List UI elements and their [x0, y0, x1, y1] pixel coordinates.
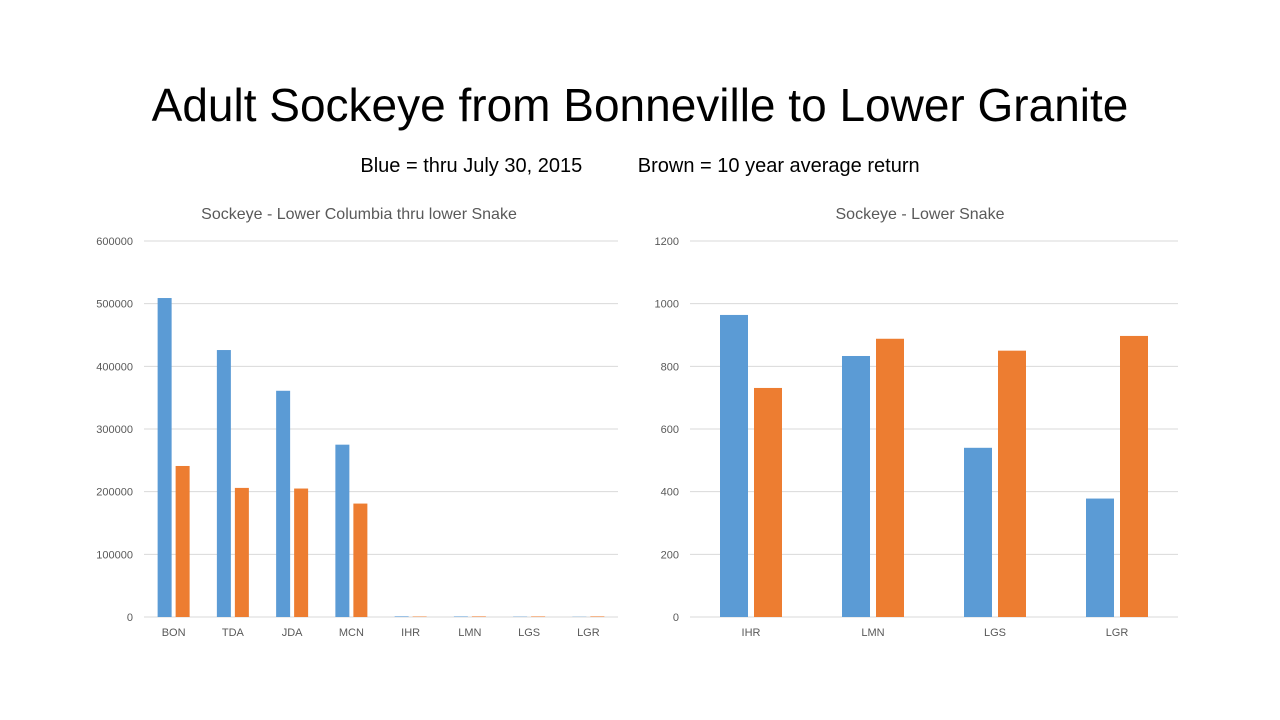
y-tick-label: 0 [673, 612, 679, 624]
y-tick-label: 100000 [96, 549, 133, 561]
x-tick-label: LGS [984, 627, 1006, 639]
y-tick-label: 300000 [96, 424, 133, 436]
bar-lgr-series-1 [1086, 498, 1114, 617]
bar-lgs-series-2 [531, 616, 546, 617]
x-tick-label: LGS [518, 627, 540, 639]
x-tick-label: LGR [577, 627, 600, 639]
y-tick-label: 200 [661, 549, 679, 561]
slide-title: Adult Sockeye from Bonneville to Lower G… [151, 79, 1129, 131]
bar-mcn-series-1 [335, 444, 350, 617]
bar-tda-series-2 [234, 487, 249, 617]
y-tick-label: 600000 [96, 236, 133, 248]
x-tick-label: IHR [742, 627, 761, 639]
chart-lower-snake: Sockeye - Lower Snake 0 200 400 600 800 1000 12… [655, 206, 1178, 639]
y-tick-label: 200000 [96, 487, 133, 499]
bar-bon-series-2 [175, 465, 190, 617]
x-tick-label: TDA [222, 627, 245, 639]
bar-lgs-series-2 [998, 350, 1026, 617]
bar-jda-series-1 [276, 390, 291, 617]
y-tick-label: 1200 [655, 236, 679, 248]
bar-lmn-series-2 [471, 616, 486, 617]
bar-ihr-series-1 [720, 314, 748, 617]
bar-lmn-series-2 [876, 338, 904, 617]
y-tick-label: 800 [661, 361, 679, 373]
bar-lgr-series-2 [1120, 335, 1148, 617]
bar-lmn-series-1 [842, 355, 870, 617]
y-tick-label: 1000 [655, 299, 679, 311]
bar-jda-series-2 [294, 488, 309, 617]
y-tick-label: 400000 [96, 361, 133, 373]
y-tick-label: 600 [661, 424, 679, 436]
bar-ihr-series-2 [754, 387, 782, 617]
chart-title: Sockeye - Lower Snake [836, 206, 1005, 223]
x-tick-label: IHR [401, 627, 420, 639]
bar-mcn-series-2 [353, 503, 368, 617]
x-tick-label: JDA [282, 627, 303, 639]
chart-lower-columbia: Sockeye - Lower Columbia thru lower Snak… [96, 206, 618, 639]
bar-lgr-series-2 [590, 616, 605, 617]
subtitle-brown: Brown = 10 year average return [637, 155, 920, 177]
slide-subtitle: Blue = thru July 30, 2015 Brown = 10 yea… [0, 155, 1280, 178]
x-tick-label: LMN [458, 627, 481, 639]
x-tick-label: LGR [1106, 627, 1129, 639]
bar-lmn-series-1 [453, 616, 468, 617]
x-tick-label: LMN [861, 627, 884, 639]
y-tick-label: 0 [127, 612, 133, 624]
bar-tda-series-1 [216, 350, 231, 617]
chart-title: Sockeye - Lower Columbia thru lower Snak… [201, 206, 517, 223]
subtitle-blue: Blue = thru July 30, 2015 [360, 155, 583, 177]
bar-lgs-series-1 [964, 447, 992, 617]
x-tick-label: MCN [339, 627, 364, 639]
bar-bon-series-1 [157, 298, 172, 617]
y-tick-label: 500000 [96, 299, 133, 311]
x-tick-label: BON [162, 627, 186, 639]
y-tick-label: 400 [661, 487, 679, 499]
bar-ihr-series-1 [394, 616, 409, 617]
